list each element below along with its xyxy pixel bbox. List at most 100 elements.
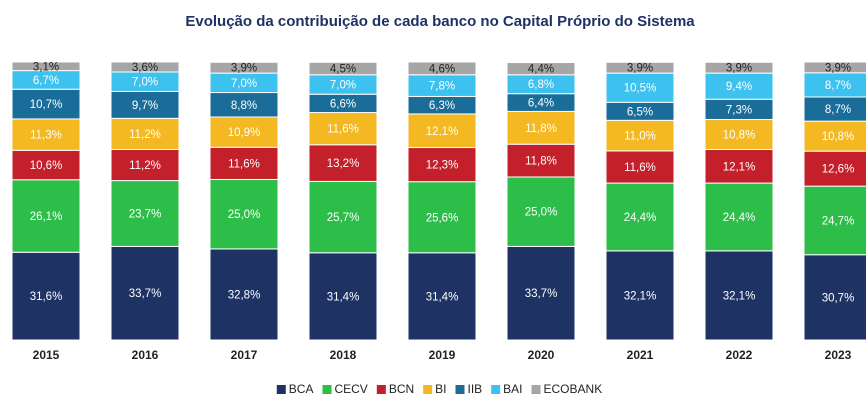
data-label: 10,6%: [30, 160, 63, 172]
legend-label: CECV: [334, 382, 367, 396]
x-tick-label: 2022: [726, 348, 753, 362]
legend-swatch: [455, 385, 465, 394]
legend-swatch: [376, 385, 386, 394]
data-label: 10,7%: [30, 99, 63, 111]
data-label: 26,1%: [30, 211, 63, 223]
legend-label: BI: [435, 382, 446, 396]
bar-segment: [11, 149, 81, 181]
data-label: 13,2%: [327, 158, 360, 170]
data-label: 11,3%: [30, 130, 62, 142]
x-tick-label: 2017: [231, 348, 258, 362]
bar-segment: [803, 254, 866, 341]
data-label: 8,7%: [825, 80, 851, 92]
data-label: 33,7%: [129, 288, 162, 300]
data-label: 11,8%: [525, 123, 557, 135]
data-label: 10,5%: [624, 83, 657, 95]
data-label: 3,9%: [627, 63, 653, 75]
data-label: 25,7%: [327, 212, 360, 224]
bar-segment: [506, 62, 576, 76]
bar-segment: [11, 251, 81, 341]
data-label: 24,4%: [624, 212, 657, 224]
bar-segment: [605, 61, 675, 74]
bar-segment: [605, 150, 675, 184]
bar-segment: [506, 110, 576, 145]
bar-segment: [11, 118, 81, 151]
x-tick-label: 2020: [528, 348, 555, 362]
data-label: 6,4%: [528, 98, 554, 110]
data-label: 4,6%: [429, 63, 455, 75]
bar-segment: [704, 182, 774, 252]
x-tick-label: 2015: [33, 348, 60, 362]
data-label: 3,9%: [231, 63, 257, 75]
data-label: 31,4%: [426, 291, 459, 303]
bar-segment: [209, 248, 279, 341]
data-label: 7,0%: [132, 77, 158, 89]
data-label: 3,9%: [825, 62, 851, 74]
legend-label: BCN: [389, 382, 414, 396]
x-tick-label: 2019: [429, 348, 456, 362]
data-label: 6,6%: [330, 98, 356, 110]
data-label: 11,0%: [624, 131, 656, 143]
legend-swatch: [276, 385, 286, 394]
bar-segment: [308, 112, 378, 146]
data-label: 7,3%: [726, 104, 752, 116]
data-label: 10,8%: [723, 130, 756, 142]
bar-segment: [704, 250, 774, 341]
bar-segment: [209, 61, 279, 74]
x-tick-label: 2023: [825, 348, 852, 362]
legend-label: IIB: [468, 382, 483, 396]
bar-segment: [11, 88, 81, 120]
data-label: 10,9%: [228, 127, 261, 139]
bar-segment: [803, 120, 866, 152]
data-label: 6,7%: [33, 75, 59, 87]
x-tick-label: 2016: [132, 348, 159, 362]
data-label: 11,6%: [228, 158, 260, 170]
data-label: 12,1%: [723, 161, 756, 173]
bar-segment: [704, 148, 774, 184]
x-tick-label: 2018: [330, 348, 357, 362]
x-tick-label: 2021: [627, 348, 654, 362]
data-label: 3,9%: [726, 63, 752, 75]
bar-segment: [11, 61, 81, 72]
data-label: 4,4%: [528, 64, 554, 76]
bar-segment: [803, 61, 866, 74]
data-label: 7,0%: [231, 78, 257, 90]
legend-swatch: [491, 385, 501, 394]
data-label: 12,1%: [426, 126, 459, 138]
bar-segment: [308, 61, 378, 76]
legend-swatch: [531, 385, 541, 394]
data-label: 7,8%: [429, 81, 455, 93]
chart-title: Evolução da contribuição de cada banco n…: [185, 13, 695, 30]
bar-segment: [110, 148, 180, 182]
data-label: 32,1%: [723, 290, 756, 302]
data-label: 8,8%: [231, 100, 257, 112]
bar-segment: [110, 61, 180, 73]
data-label: 6,8%: [528, 79, 554, 91]
data-label: 4,5%: [330, 64, 356, 76]
bar-segment: [704, 118, 774, 150]
data-label: 12,6%: [822, 164, 855, 176]
data-label: 25,0%: [525, 207, 558, 219]
bar-segment: [803, 96, 866, 122]
legend-label: BCA: [289, 382, 314, 396]
data-label: 12,3%: [426, 160, 459, 172]
legend-swatch: [322, 385, 332, 394]
bar-segment: [110, 117, 180, 150]
data-label: 10,8%: [822, 131, 855, 143]
bar-segment: [209, 178, 279, 250]
bar-segment: [407, 147, 477, 183]
data-label: 11,6%: [327, 124, 359, 136]
bar-segment: [407, 252, 477, 341]
bar-segment: [803, 185, 866, 256]
data-label: 31,4%: [327, 291, 360, 303]
legend-label: BAI: [503, 382, 522, 396]
data-label: 8,7%: [825, 104, 851, 116]
data-label: 31,6%: [30, 291, 63, 303]
bar-segment: [308, 180, 378, 254]
legend-label: ECOBANK: [544, 382, 603, 396]
data-label: 3,6%: [132, 62, 158, 74]
legend-swatch: [423, 385, 433, 394]
data-label: 11,2%: [129, 160, 161, 172]
data-label: 9,7%: [132, 100, 158, 112]
